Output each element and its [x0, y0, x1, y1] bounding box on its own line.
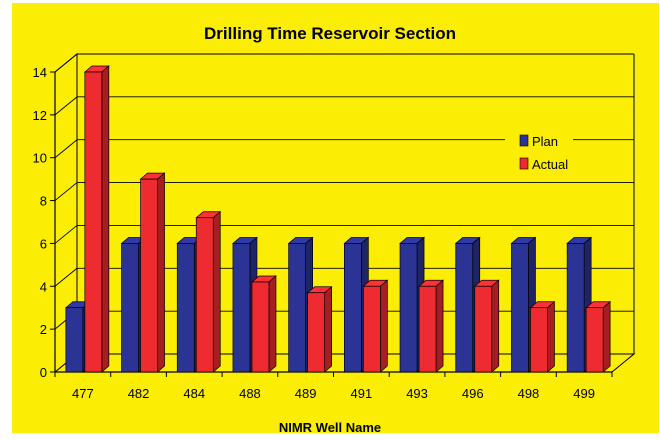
x-tick-label: 493	[406, 386, 428, 401]
bar-plan-477-front	[65, 307, 84, 373]
bar-actual-484-side	[212, 210, 221, 373]
legend-label-actual: Actual	[532, 157, 568, 172]
legend-swatch-actual	[519, 157, 529, 170]
bar-plan-498-front	[511, 243, 529, 373]
bar-actual-499-side	[602, 300, 611, 373]
bar-actual-489-front	[307, 292, 325, 373]
bar-actual-477-side	[101, 65, 110, 373]
gridline-side	[54, 96, 78, 116]
x-tick-label: 482	[128, 386, 150, 401]
bar-actual-491-front	[363, 285, 381, 373]
x-tick-label: 489	[295, 386, 317, 401]
y-tick-label: 8	[40, 194, 47, 209]
legend-label-plan: Plan	[532, 134, 558, 149]
bar-actual-489	[306, 285, 333, 373]
bar-actual-499	[585, 300, 612, 373]
legend-background	[505, 124, 573, 182]
legend-swatch-plan	[519, 134, 529, 147]
chart-title: Drilling Time Reservoir Section	[204, 24, 456, 43]
x-tick-label: 499	[573, 386, 595, 401]
gridline-side	[54, 267, 78, 287]
y-tick-label: 4	[40, 279, 47, 294]
x-axis-title: NIMR Well Name	[279, 420, 381, 435]
bar-actual-484-front	[195, 217, 214, 373]
bar-actual-488	[251, 275, 277, 373]
bar-actual-488-front	[251, 281, 270, 373]
legend-item-plan: Plan	[519, 134, 558, 149]
bar-actual-496-side	[491, 279, 500, 373]
bar-plan-491-front	[344, 243, 362, 373]
x-tick-label: 477	[72, 386, 94, 401]
bar-actual-498	[529, 300, 556, 373]
bars-group	[64, 65, 612, 373]
bar-actual-482	[139, 172, 166, 373]
bar-actual-499-front	[585, 307, 604, 373]
bar-actual-477-front	[84, 71, 103, 373]
gridline-side	[54, 182, 78, 201]
y-tick-label: 2	[40, 322, 47, 337]
y-tick-label: 14	[33, 65, 47, 80]
y-axis-ticks: 0 2 4 6 8 10 12 14	[33, 65, 55, 380]
gridline-side	[54, 225, 78, 244]
bar-actual-496	[473, 279, 500, 373]
bar-actual-496-front	[474, 285, 493, 373]
x-tick-label: 491	[350, 386, 372, 401]
x-axis-ticks: 477 482 484 488 489 491 493 496 498 499	[54, 372, 613, 401]
bar-actual-484	[195, 210, 222, 373]
bar-actual-498-front	[530, 307, 548, 373]
y-tick-label: 10	[33, 151, 47, 166]
legend: Plan Actual	[505, 124, 573, 182]
bar-actual-491-side	[380, 279, 388, 373]
bar-plan-482-front	[121, 243, 139, 373]
gridline-side	[54, 53, 78, 73]
bar-actual-498-side	[547, 300, 555, 373]
bar-plan-496	[454, 236, 481, 373]
bar-actual-489-side	[324, 285, 332, 373]
bar-actual-493-side	[435, 279, 444, 373]
y-tick-label: 0	[40, 365, 47, 380]
x-tick-label: 488	[239, 386, 261, 401]
bar-plan-493-front	[399, 243, 418, 373]
bar-plan-496-front	[455, 243, 474, 373]
bar-plan-484-front	[176, 243, 195, 373]
bar-actual-482-side	[157, 172, 165, 373]
x-tick-label: 484	[183, 386, 205, 401]
bar-actual-491	[362, 279, 389, 373]
bar-actual-488-side	[268, 275, 277, 373]
x-tick-label: 496	[462, 386, 484, 401]
bar-actual-493-front	[418, 285, 437, 373]
y-tick-label: 12	[33, 108, 47, 123]
bar-actual-477	[83, 65, 110, 373]
bar-plan-489-front	[288, 243, 306, 373]
bar-actual-493	[418, 279, 444, 373]
y-tick-label: 6	[40, 236, 47, 251]
bar-actual-482-front	[140, 178, 158, 373]
bar-plan-488-front	[232, 243, 251, 373]
gridline-side	[54, 139, 78, 159]
x-tick-label: 498	[518, 386, 540, 401]
bar-plan-499-front	[566, 243, 585, 373]
legend-item-actual: Actual	[519, 157, 568, 172]
